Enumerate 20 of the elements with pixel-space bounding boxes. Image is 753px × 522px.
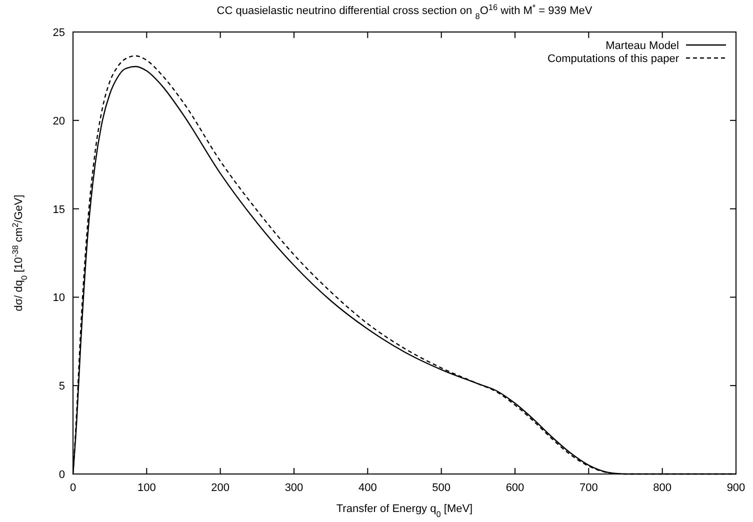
- x-tick-label: 500: [432, 482, 451, 494]
- x-tick-label: 800: [653, 482, 672, 494]
- y-tick-label: 10: [52, 292, 65, 304]
- x-tick-label: 700: [579, 482, 598, 494]
- y-tick-label: 15: [52, 204, 65, 216]
- y-tick-label: 25: [52, 27, 65, 39]
- y-tick-label: 20: [52, 115, 65, 128]
- y-tick-label: 5: [58, 380, 65, 393]
- x-tick-label: 200: [211, 482, 230, 494]
- chart-title: CC quasielastic neutrino differential cross section on $_{8}$O$^{16}$ with M$^{*}$ = 939 MeV: [216, 2, 593, 20]
- x-tick-label: 300: [284, 482, 304, 494]
- legend-label: Computations of this paper: [548, 53, 680, 65]
- legend-label: Marteau Model: [606, 40, 679, 52]
- x-tick-label: 100: [137, 482, 156, 494]
- x-tick-label: 400: [358, 482, 377, 494]
- x-tick-label: 0: [70, 482, 76, 494]
- y-tick-label: 0: [58, 469, 65, 481]
- x-tick-label: 900: [726, 482, 746, 494]
- x-axis-title: Transfer of Energy q$_{0}$ [MeV]: [336, 503, 473, 518]
- x-tick-label: 600: [506, 482, 524, 494]
